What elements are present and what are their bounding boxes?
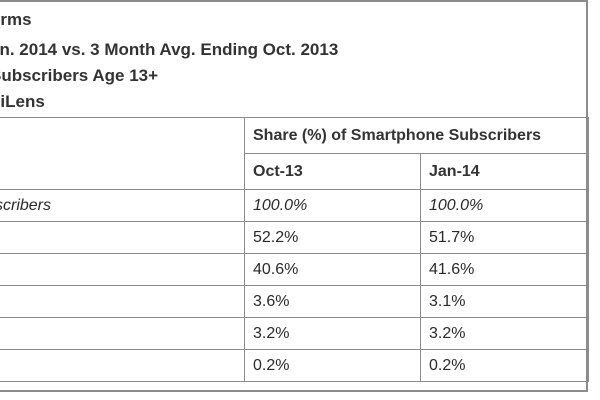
cell-jan-14: 0.2%: [420, 349, 589, 382]
table-row: 52.2% 51.7%: [0, 221, 589, 254]
report-title: orms: [0, 10, 32, 29]
group-header: Share (%) of Smartphone Subscribers: [244, 117, 589, 154]
row-label: [0, 349, 245, 382]
row-label-header: [0, 117, 245, 190]
cell-jan-14: 3.1%: [420, 285, 589, 318]
cell-oct-13: 40.6%: [244, 253, 421, 286]
data-table: Share (%) of Smartphone Subscribers Oct-…: [0, 117, 589, 382]
cell-oct-13: 0.2%: [244, 349, 421, 382]
report-period: an. 2014 vs. 3 Month Avg. Ending Oct. 20…: [0, 40, 339, 59]
cell-oct-13: 100.0%: [244, 189, 421, 222]
report-source: biLens: [0, 92, 45, 111]
row-label: [0, 221, 245, 254]
table-row: scribers 100.0% 100.0%: [0, 189, 589, 222]
table-row: 40.6% 41.6%: [0, 253, 589, 286]
cell-jan-14: 100.0%: [420, 189, 589, 222]
cell-jan-14: 3.2%: [420, 317, 589, 350]
cell-oct-13: 52.2%: [244, 221, 421, 254]
table-row: 3.6% 3.1%: [0, 285, 589, 318]
row-label: [0, 317, 245, 350]
table-body: scribers 100.0% 100.0% 52.2% 51.7% 40.6% 41.6%…: [0, 189, 589, 382]
cell-jan-14: 41.6%: [420, 253, 589, 286]
column-header-jan-14: Jan-14: [420, 153, 589, 190]
table-row: 0.2% 0.2%: [0, 349, 589, 382]
row-label: [0, 285, 245, 318]
column-header-oct-13: Oct-13: [244, 153, 421, 190]
row-label: [0, 253, 245, 286]
table-row: 3.2% 3.2%: [0, 317, 589, 350]
cell-oct-13: 3.2%: [244, 317, 421, 350]
cell-jan-14: 51.7%: [420, 221, 589, 254]
row-label: scribers: [0, 189, 245, 222]
cell-oct-13: 3.6%: [244, 285, 421, 318]
report-audience: Subscribers Age 13+: [0, 66, 159, 85]
